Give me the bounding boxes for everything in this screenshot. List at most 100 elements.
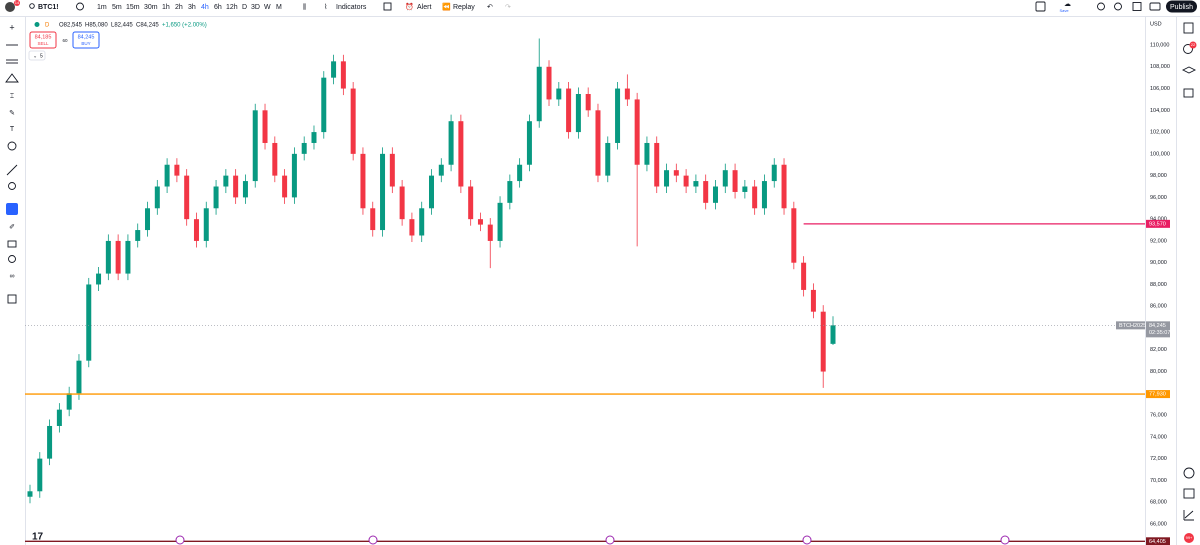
y-tick-label: 74,000 [1150,434,1167,440]
candle-body [830,325,836,344]
interval[interactable]: M [276,4,282,11]
lock-tool[interactable] [7,240,17,248]
candle-body [213,186,219,209]
buy[interactable]: BUY [81,41,90,46]
notifications-badge[interactable] [1184,533,1194,543]
candle-body [801,262,807,290]
collapse-caret[interactable]: ⌄ [33,53,37,59]
indicators-icon[interactable]: ⌇ [324,3,327,11]
avatar[interactable] [5,2,15,12]
replay-icon[interactable]: ⏪ [442,2,451,11]
spread: 60 [62,38,68,43]
hide-tool[interactable] [8,255,16,263]
layouts-icon[interactable] [383,2,392,11]
snapshot[interactable] [1149,2,1161,11]
candle-body [291,153,297,198]
alert-icon[interactable]: ⏰ [405,2,414,11]
ruler-tool[interactable] [6,164,18,176]
save[interactable]: Save [1059,8,1069,13]
candle-body [448,121,454,165]
publish[interactable]: Publish [1170,4,1193,11]
chart-icon[interactable] [1183,510,1194,521]
emoji-tool[interactable] [7,141,17,151]
buy-button[interactable] [72,31,100,49]
sell-price[interactable]: 84,185 [35,34,52,40]
interval[interactable]: 15m [126,4,140,11]
y-tick-label: 102,000 [1150,130,1170,136]
indicators[interactable]: Indicators [336,4,367,11]
candle-body [634,99,640,165]
candle-body [370,208,376,231]
countdown: 02:35:07 [1149,330,1170,336]
undo[interactable]: ↶ [487,4,493,11]
save-icon[interactable]: ☁ [1064,1,1071,8]
y-tick-label: 94,000 [1150,217,1167,223]
interval[interactable]: 3h [188,4,196,11]
alerts-icon[interactable] [1183,44,1193,54]
layers-icon[interactable] [1181,66,1197,74]
chat-icon[interactable] [1183,88,1194,98]
brush-tool[interactable]: ✎ [9,110,15,117]
interval[interactable]: 2h [175,4,183,11]
redo[interactable]: ↷ [505,4,511,11]
layout-button[interactable] [1035,1,1046,12]
event-marker[interactable] [1000,535,1010,545]
candle-body [340,61,346,89]
candle-body [438,164,444,176]
alert[interactable]: Alert [417,4,431,11]
forecast-tool[interactable]: ⌶ [10,93,14,100]
quick-search[interactable] [1097,2,1105,11]
currency[interactable]: USD [1150,21,1162,27]
pattern-tool[interactable] [5,73,19,83]
candle-body [595,110,601,176]
delete-tool[interactable] [7,294,17,304]
interval[interactable]: W [264,4,271,11]
interval[interactable]: 4h [201,4,209,11]
settings[interactable] [1114,2,1122,11]
event-marker[interactable] [802,535,812,545]
interval[interactable]: 12h [226,4,238,11]
replay[interactable]: Replay [453,4,475,11]
fullscreen[interactable] [1132,2,1142,11]
link-tool[interactable]: ∞ [10,273,15,280]
y-tick-label: 90,000 [1150,260,1167,266]
event-marker[interactable] [368,535,378,545]
calendar-icon[interactable] [1183,488,1195,499]
symbol[interactable]: BTC1! [38,4,59,11]
buy-price[interactable]: 84,245 [78,34,95,40]
watchlist-icon[interactable] [1183,22,1194,34]
candle-body [477,219,483,225]
interval[interactable]: 30m [144,4,158,11]
interval[interactable]: 1h [162,4,170,11]
sell-button[interactable] [29,31,57,49]
candle-body [497,202,503,241]
search-icon[interactable] [29,3,35,9]
collapse-button[interactable] [28,50,46,61]
candle-body [556,88,562,100]
interval[interactable]: 6h [214,4,222,11]
text-tool[interactable]: T [10,126,15,133]
collapse-count[interactable]: 5 [40,53,43,59]
zoom-tool[interactable] [8,182,16,190]
y-tick-label: 66,000 [1150,521,1167,527]
candle-body [184,175,190,220]
interval[interactable]: 3D [251,4,260,11]
magnet-tool[interactable] [6,203,18,215]
interval[interactable]: D [242,4,247,11]
publish-button[interactable] [1166,0,1197,13]
cross-tool[interactable]: + [9,22,14,32]
event-marker[interactable] [175,535,185,545]
candle-body [722,170,728,187]
stay-drawing[interactable]: ✐ [9,224,15,231]
session: D [45,23,50,29]
add-symbol[interactable] [76,2,84,11]
candle-body [272,142,278,176]
legend-high: H85,080 [85,23,108,29]
target-icon[interactable] [1183,467,1195,479]
interval[interactable]: 1m [97,4,107,11]
interval[interactable]: 5m [112,4,122,11]
sell[interactable]: SELL [37,41,49,46]
candle-body [458,121,464,187]
chart-type-icon[interactable]: ⫼ [303,3,306,11]
event-marker[interactable] [605,535,615,545]
